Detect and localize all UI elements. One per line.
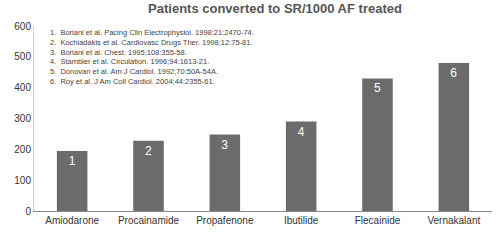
- svg-text:100: 100: [14, 175, 31, 186]
- svg-text:Amiodarone: Amiodarone: [45, 215, 99, 226]
- svg-text:0: 0: [25, 206, 31, 217]
- svg-text:4: 4: [298, 125, 305, 139]
- svg-text:2: 2: [145, 144, 152, 158]
- svg-text:1: 1: [69, 154, 76, 168]
- svg-text:Ibutilide: Ibutilide: [284, 215, 319, 226]
- svg-text:Procainamide: Procainamide: [118, 215, 180, 226]
- svg-text:Vernakalant: Vernakalant: [427, 215, 480, 226]
- svg-text:600: 600: [14, 21, 31, 32]
- svg-text:5: 5: [374, 81, 381, 95]
- svg-text:Patients converted to SR/1000: Patients converted to SR/1000 AF treated: [148, 1, 402, 16]
- svg-text:300: 300: [14, 113, 31, 124]
- svg-text:6: 6: [450, 66, 457, 80]
- svg-text:500: 500: [14, 51, 31, 62]
- svg-text:Flecainide: Flecainide: [355, 215, 401, 226]
- svg-text:Propafenone: Propafenone: [196, 215, 254, 226]
- svg-text:1. Boriani et al. Pacing Clin: 1. Boriani et al. Pacing Clin Electrophy…: [50, 28, 254, 86]
- svg-text:400: 400: [14, 82, 31, 93]
- svg-text:200: 200: [14, 144, 31, 155]
- svg-text:3: 3: [221, 138, 228, 152]
